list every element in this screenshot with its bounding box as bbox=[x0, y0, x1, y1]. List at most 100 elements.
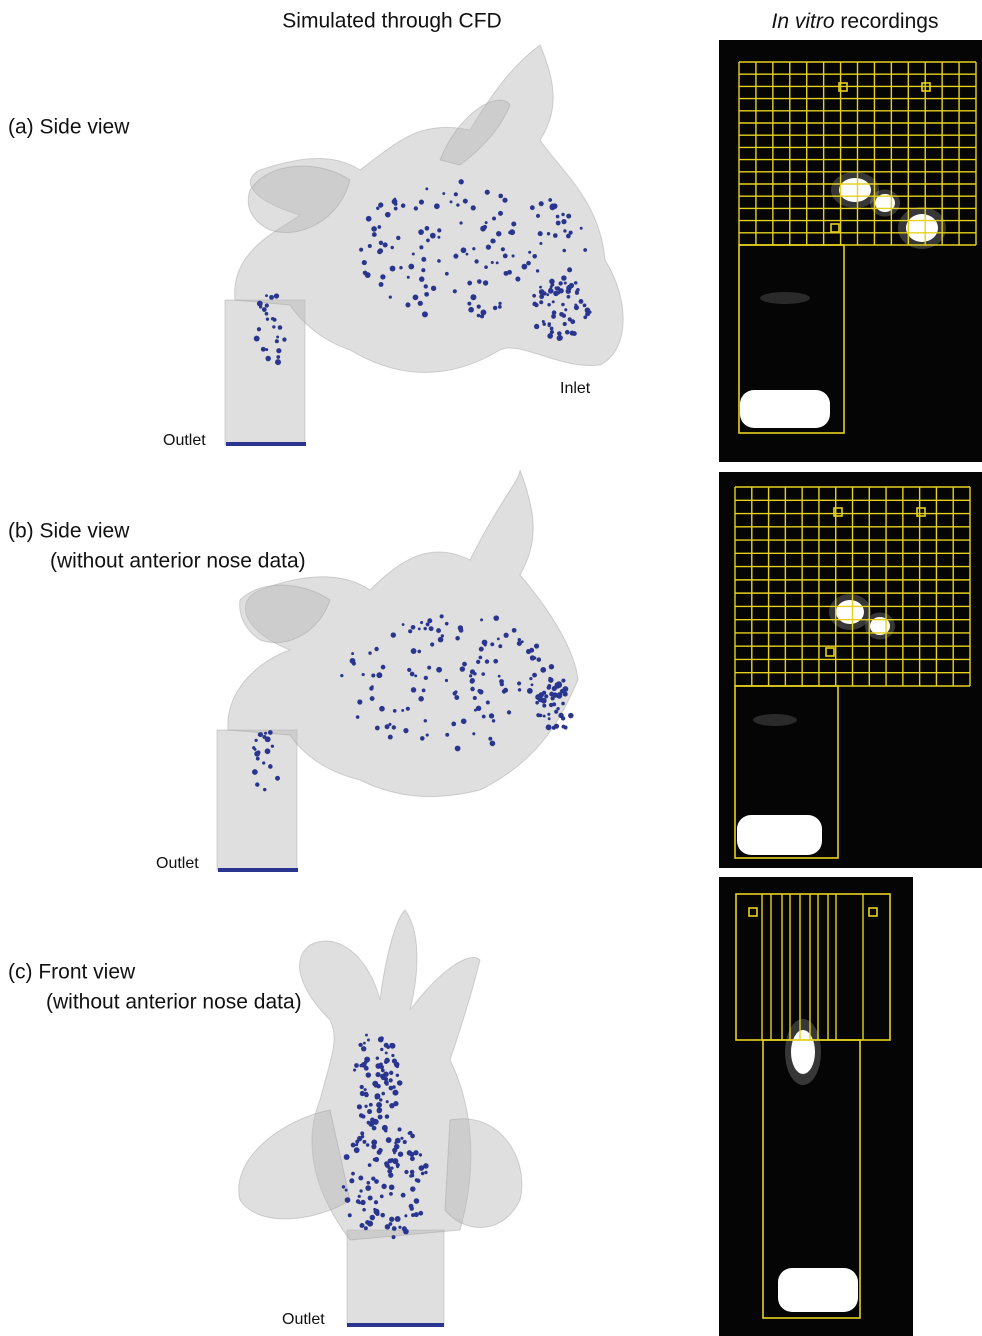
particle bbox=[383, 242, 388, 247]
particle bbox=[274, 293, 279, 298]
particle bbox=[365, 1185, 371, 1191]
particle bbox=[579, 299, 584, 304]
particle bbox=[540, 667, 546, 673]
particle bbox=[512, 628, 517, 633]
particle bbox=[374, 1157, 379, 1162]
particle bbox=[264, 732, 267, 735]
particle bbox=[381, 1184, 386, 1189]
image-background bbox=[719, 472, 982, 868]
particle bbox=[410, 1186, 415, 1191]
particle bbox=[420, 621, 423, 624]
particle bbox=[380, 274, 385, 279]
inlet-label: Inlet bbox=[560, 380, 591, 397]
deposit bbox=[737, 815, 822, 855]
particle bbox=[400, 1137, 403, 1140]
particle bbox=[556, 221, 561, 226]
particle bbox=[568, 713, 573, 718]
particle bbox=[421, 1172, 425, 1176]
glow bbox=[753, 714, 797, 726]
particle bbox=[517, 681, 521, 685]
particle bbox=[398, 1151, 403, 1156]
particle bbox=[459, 628, 464, 633]
particle bbox=[548, 677, 551, 680]
particle bbox=[542, 691, 546, 695]
particle bbox=[265, 736, 271, 742]
particle bbox=[503, 253, 508, 258]
particle bbox=[376, 672, 382, 678]
particle bbox=[368, 1195, 373, 1200]
particle bbox=[376, 1084, 381, 1089]
particle bbox=[349, 1178, 354, 1183]
particle bbox=[363, 1042, 366, 1045]
particle bbox=[410, 1156, 415, 1161]
particle bbox=[537, 657, 542, 662]
particle bbox=[445, 679, 448, 682]
particle bbox=[374, 1200, 378, 1204]
particle bbox=[389, 296, 392, 299]
particle bbox=[566, 214, 571, 219]
outlet-tube bbox=[347, 1230, 444, 1325]
particle bbox=[502, 198, 507, 203]
particle bbox=[552, 300, 555, 303]
particle bbox=[403, 1140, 407, 1144]
particle bbox=[419, 199, 424, 204]
particle bbox=[265, 356, 270, 361]
particle bbox=[265, 312, 269, 316]
particle bbox=[398, 1127, 402, 1131]
particle bbox=[470, 294, 476, 300]
particle bbox=[553, 291, 559, 297]
particle bbox=[388, 735, 393, 740]
particle bbox=[359, 1064, 362, 1067]
particle bbox=[360, 1200, 365, 1205]
particle bbox=[542, 320, 545, 323]
particle bbox=[454, 192, 458, 196]
particle bbox=[360, 1091, 365, 1096]
particle bbox=[436, 667, 442, 673]
particle bbox=[496, 261, 499, 264]
particle bbox=[390, 1043, 396, 1049]
particle bbox=[364, 1060, 368, 1064]
cfd-column-title: Simulated through CFD bbox=[282, 10, 501, 33]
particle bbox=[265, 303, 269, 307]
particle bbox=[424, 627, 427, 630]
cfd-models bbox=[217, 45, 623, 1327]
particle bbox=[424, 676, 428, 680]
particle bbox=[504, 633, 509, 638]
particle bbox=[552, 726, 556, 730]
particle bbox=[480, 618, 483, 621]
particle bbox=[421, 257, 426, 262]
particle bbox=[378, 1148, 383, 1153]
particle bbox=[378, 1115, 383, 1120]
particle bbox=[354, 1063, 359, 1068]
particle bbox=[389, 1103, 394, 1108]
particle bbox=[583, 248, 587, 252]
particle bbox=[554, 710, 558, 714]
particle bbox=[254, 748, 257, 751]
particle bbox=[488, 737, 492, 741]
particle bbox=[411, 648, 417, 654]
particle bbox=[558, 281, 562, 285]
particle bbox=[380, 1048, 383, 1051]
particle bbox=[392, 725, 396, 729]
panel-sublabel: (without anterior nose data) bbox=[50, 550, 306, 573]
particle bbox=[557, 335, 563, 341]
particle bbox=[389, 1217, 394, 1222]
particle bbox=[476, 706, 481, 711]
page: Simulated through CFD In vitro recording… bbox=[0, 0, 982, 1336]
particle bbox=[530, 205, 535, 210]
particle bbox=[550, 204, 556, 210]
outlet-plane bbox=[218, 868, 298, 872]
particle bbox=[532, 303, 535, 306]
particle bbox=[531, 683, 534, 686]
particle bbox=[422, 311, 428, 317]
particle bbox=[387, 1166, 390, 1169]
particle bbox=[391, 1054, 394, 1057]
particle bbox=[424, 292, 429, 297]
particle bbox=[425, 187, 428, 190]
particle bbox=[425, 226, 430, 231]
particle bbox=[366, 1143, 369, 1146]
particle bbox=[390, 1167, 393, 1170]
particle bbox=[501, 247, 505, 251]
glow bbox=[760, 292, 810, 304]
particle bbox=[393, 1152, 396, 1155]
